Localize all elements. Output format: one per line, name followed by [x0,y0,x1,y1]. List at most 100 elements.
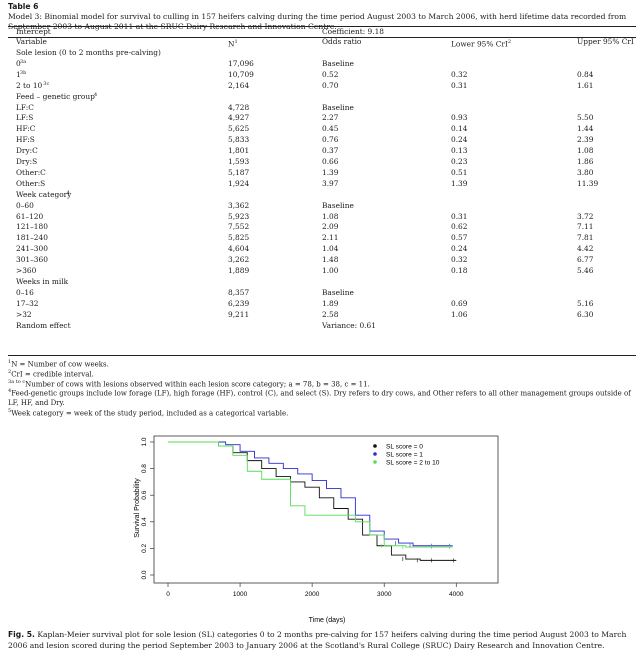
odds-ratio-cell: Variance: 0.61 [322,320,376,330]
footnote-marker: 3a to c [8,378,26,385]
odds-ratio-cell: 1.89 [322,298,339,308]
footnote-marker: 1 [8,359,12,365]
upper-cri-cell: 1.61 [577,80,594,90]
table-row: 181–240 5,825 2.11 0.57 7.81 [8,233,636,243]
odds-ratio-cell: Baseline [322,58,354,68]
figure-caption: Fig. 5. Kaplan-Meier survival plot for s… [8,630,636,651]
y-tick-label: 0.4 [141,517,148,526]
n-cell: 5,833 [228,135,250,145]
table-row: Other:C 5,187 1.39 0.51 3.80 [8,168,636,178]
footnote-text: Number of cows with lesions observed wit… [25,379,370,388]
upper-cri-cell: 5.16 [577,298,594,308]
lower-cri-cell: 0.31 [451,80,468,90]
variable-cell: Other:C [16,167,46,177]
odds-ratio-cell: 1.39 [322,167,339,177]
table-row: HF:C 5,625 0.45 0.14 1.44 [8,124,636,134]
y-axis-label: Survival Probability [134,478,141,538]
footnote-marker: 3b [19,69,27,76]
odds-ratio-cell: 1.48 [322,255,339,265]
lower-cri-cell: 0.18 [451,266,468,275]
variable-cell: LF:S [16,113,34,123]
variable-cell: 2 to 10 [16,80,43,90]
odds-ratio-cell: 0.37 [322,146,339,156]
section-header-row: Weeks in milk [8,277,636,287]
upper-cri-cell: 11.39 [577,178,599,188]
n-cell: 5,825 [228,233,250,243]
header-lower-cri: Lower 95% CrI2 [451,39,512,49]
variable-cell: Dry:S [16,157,38,166]
plot-frame [153,435,499,584]
lower-cri-cell: 1.06 [451,309,468,319]
legend-marker [373,452,377,456]
footnote-marker: 4 [66,189,70,196]
footnote-marker: 3a [19,58,27,65]
odds-ratio-cell: Baseline [322,287,354,297]
upper-cri-cell: 7.81 [577,233,594,243]
upper-cri-cell: 1.44 [577,124,594,134]
variable-cell: Feed – genetic group [16,91,95,101]
variable-cell: >360 [16,266,37,275]
footnote-marker: 4 [8,388,12,395]
lower-cri-cell: 0.51 [451,167,468,177]
footnote-text: N = Number of cow weeks. [11,360,109,369]
variable-cell: HF:C [16,124,36,134]
legend-label: SL score = 1 [386,451,423,458]
n-cell: 2,164 [228,80,250,90]
upper-cri-cell: 1.08 [577,146,594,156]
y-tick-label: 0.0 [141,570,148,579]
upper-cri-cell: 1.86 [577,157,594,166]
lower-cri-cell: 0.24 [451,244,468,254]
n-cell: 3,262 [228,255,250,265]
lower-cri-cell: 0.32 [451,69,468,79]
footnote: 4Feed-genetic groups include low forage … [8,387,636,409]
table-row: Dry:C 1,801 0.37 0.13 1.08 [8,146,636,156]
variable-cell: 0–16 [16,287,34,297]
variable-cell: 121–180 [16,222,48,232]
variable-cell: Random effect [16,320,71,330]
legend-label: SL score = 2 to 10 [386,459,440,466]
y-tick-label: 1.0 [141,437,148,446]
n-cell: 1,889 [228,266,250,275]
odds-ratio-cell: 1.04 [322,244,339,254]
lower-cri-cell: 0.62 [451,222,468,232]
n-cell: 3,362 [228,200,250,210]
table-row: 0–16 8,357 Baseline [8,288,636,298]
x-tick-label: 3000 [377,591,392,598]
legend-marker [373,444,377,448]
lower-cri-cell: 0.24 [451,135,468,145]
x-axis-label: Time (days) [309,617,346,624]
legend-marker [373,460,377,464]
kaplan-meier-chart: 0 1000 2000 3000 4000 0.0 0.2 0.4 0.6 0.8 1.0 SL s… [134,435,499,624]
n-cell: 6,239 [228,298,250,308]
footnote-text: Week category = week of the study period… [11,409,289,418]
footnote: 3a to cNumber of cows with lesions obser… [8,378,636,390]
section-header-row: Week category 4 [8,190,636,200]
variable-cell: Dry:C [16,146,38,156]
n-cell: 9,211 [228,309,250,319]
variable-cell: >32 [16,309,32,319]
table-row: 61–120 5,923 1.08 0.31 3.72 [8,212,636,222]
table-row: Other:S 1,924 3.97 1.39 11.39 [8,179,636,189]
variable-cell: 61–120 [16,211,44,221]
intercept-coefficient: Coefficient: 9.18 [322,27,384,36]
variable-cell: Weeks in milk [16,276,69,286]
upper-cri-cell: 5.46 [577,266,594,275]
intercept-row: Intercept Coefficient: 9.18 [8,27,636,37]
upper-cri-cell: 7.11 [577,222,594,232]
footnote-text: CrI = credible interval. [11,370,94,379]
footnote: 5Week category = week of the study perio… [8,407,636,419]
variable-cell: 17–32 [16,298,39,308]
variable-cell: 1 [16,69,21,79]
section-header-row: Sole lesion (0 to 2 months pre-calving) [8,48,636,58]
table-row: LF:S 4,927 2.27 0.93 5.50 [8,113,636,123]
figure-caption-text: Kaplan-Meier survival plot for sole lesi… [8,630,627,650]
table-row: 2 to 10 3c 2,164 0.70 0.31 1.61 [8,81,636,91]
column-header-row: Variable N1 Odds ratio Lower 95% CrI2 Up… [8,37,636,49]
lower-cri-cell: 0.14 [451,124,468,134]
intercept-label: Intercept [16,27,51,36]
table-row: 0–60 3,362 Baseline [8,201,636,211]
n-cell: 5,187 [228,167,250,177]
odds-ratio-cell: 2.11 [322,233,339,243]
variable-cell: Week category [16,189,72,199]
odds-ratio-cell: 2.27 [322,113,339,123]
